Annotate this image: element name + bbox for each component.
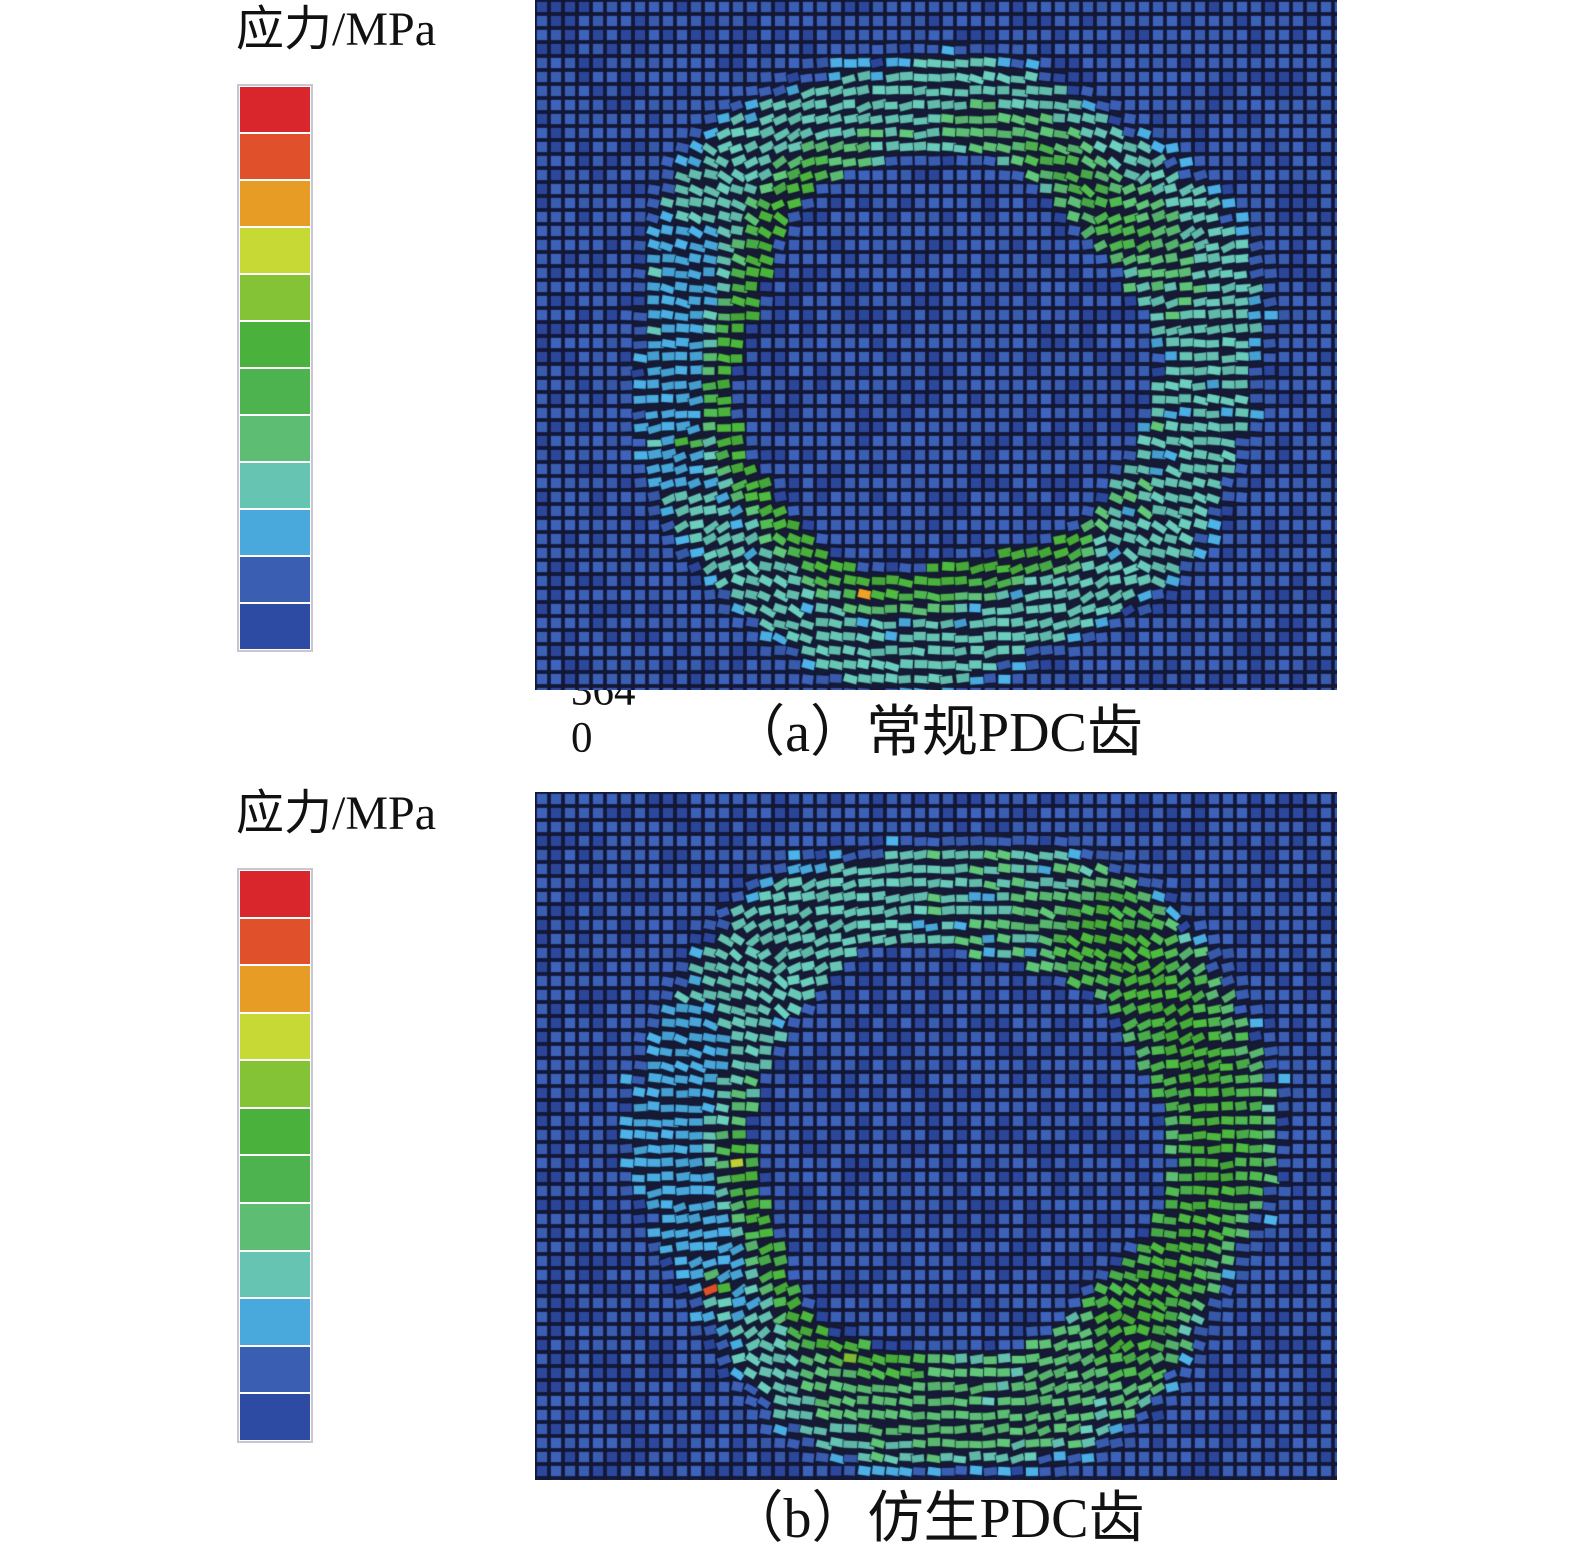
legend-color-band bbox=[240, 134, 310, 179]
legend-color-band bbox=[240, 87, 310, 132]
legend-color-band bbox=[240, 1156, 310, 1203]
stress-contour-plot-b bbox=[535, 792, 1337, 1480]
legend-color-band bbox=[240, 1108, 310, 1155]
legend-color-band bbox=[240, 966, 310, 1012]
legend-color-band bbox=[240, 871, 310, 917]
legend-color-band bbox=[240, 416, 310, 461]
legend-color-band bbox=[240, 1204, 310, 1250]
legend-color-band bbox=[240, 275, 310, 320]
legend-color-band bbox=[240, 510, 310, 555]
legend-color-band bbox=[240, 228, 310, 273]
legend-color-band bbox=[240, 557, 310, 602]
legend-value-label: 0 bbox=[571, 714, 593, 762]
legend-color-band bbox=[240, 1299, 310, 1345]
legend-color-band bbox=[240, 181, 310, 226]
caption-b: （b）仿生PDC齿 bbox=[727, 1488, 1145, 1550]
legend-color-band bbox=[240, 1394, 310, 1440]
legend-color-band bbox=[240, 369, 310, 414]
legend-color-band bbox=[240, 918, 310, 965]
legend-b-colorbar: 4 5044 1293 7543 3783 0032 6292 2521 877… bbox=[237, 868, 313, 1443]
stress-contour-plot-a bbox=[535, 0, 1337, 690]
legend-color-band bbox=[240, 1013, 310, 1060]
legend-a-title: 应力/MPa bbox=[236, 3, 437, 56]
legend-b-title: 应力/MPa bbox=[236, 787, 437, 840]
caption-a: （a）常规PDC齿 bbox=[729, 702, 1143, 764]
legend-color-band bbox=[240, 1061, 310, 1107]
legend-color-band bbox=[240, 322, 310, 367]
legend-color-band bbox=[240, 1346, 310, 1393]
legend-color-band bbox=[240, 1251, 310, 1298]
legend-color-band bbox=[240, 463, 310, 508]
legend-color-band bbox=[240, 604, 310, 649]
